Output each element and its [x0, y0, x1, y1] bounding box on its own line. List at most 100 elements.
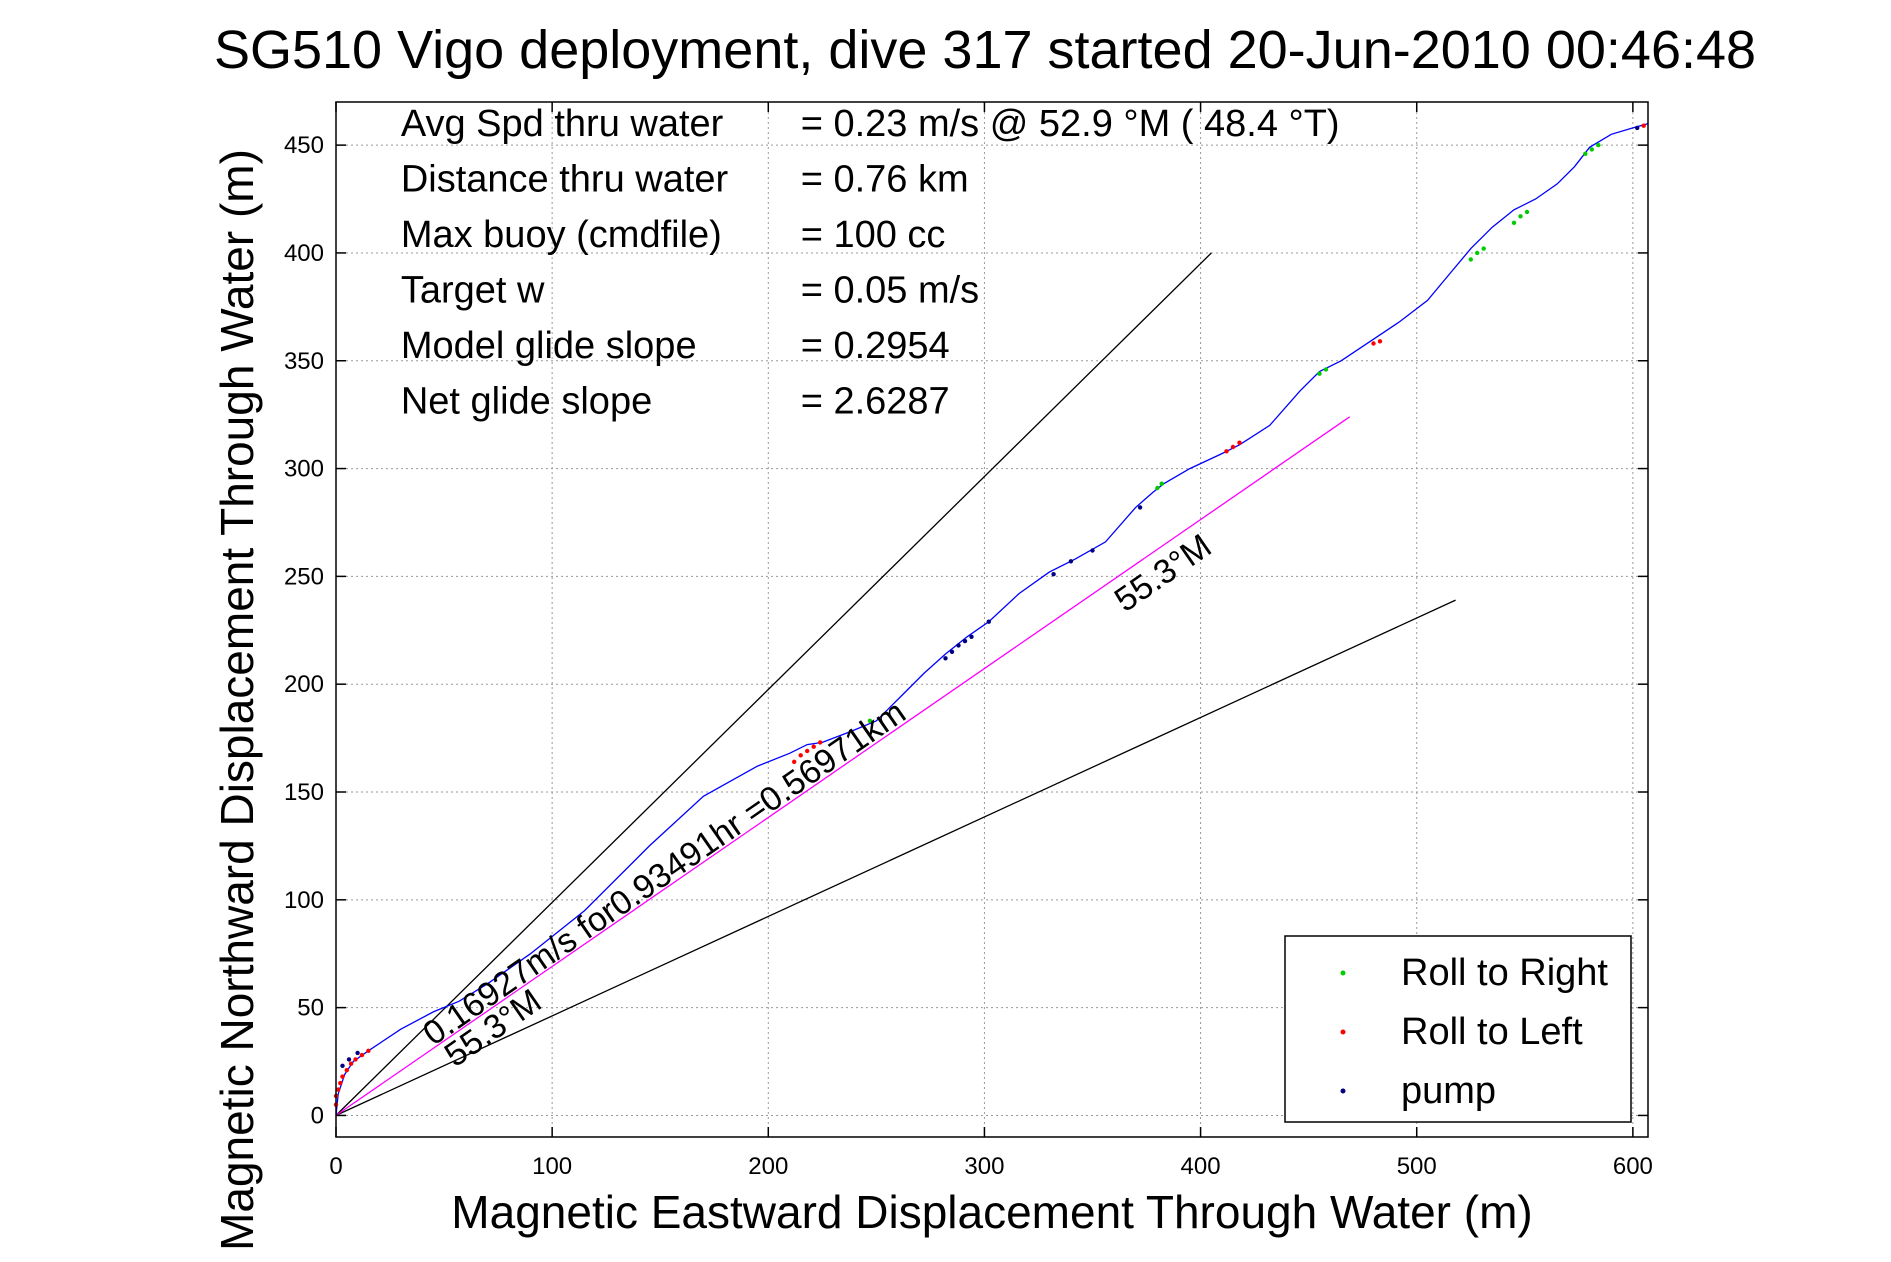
info-value: = 0.2954: [801, 325, 950, 367]
y-tick-label: 200: [284, 671, 324, 698]
info-label: Target w: [401, 270, 545, 312]
roll-left-marker: [1371, 341, 1376, 346]
roll-right-marker: [1159, 481, 1164, 486]
legend-marker: [1340, 1029, 1346, 1035]
y-axis-label: Magnetic Northward Displacement Through …: [211, 149, 263, 1251]
info-label: Net glide slope: [401, 381, 652, 423]
info-value: = 0.05 m/s: [801, 270, 979, 312]
roll-right-marker: [1323, 367, 1329, 372]
annotation-text: 0.16927m/s for0.93491hr =0.56971km: [416, 693, 912, 1053]
series-line-0: [335, 122, 1649, 1116]
legend-label: Roll to Left: [1401, 1011, 1583, 1053]
legend-label: pump: [1401, 1070, 1496, 1112]
info-label: Distance thru water: [401, 159, 729, 201]
pump-marker: [962, 638, 968, 644]
series-line-3: [335, 599, 1456, 1116]
pump-marker: [956, 643, 961, 648]
roll-right-marker: [1524, 209, 1530, 215]
reference-lines: [335, 252, 1456, 1116]
roll-left-marker: [1237, 440, 1242, 445]
series-line-2: [335, 252, 1212, 1116]
roll-left-marker: [1230, 444, 1236, 450]
track-series: [335, 122, 1649, 1116]
pump-marker: [969, 634, 974, 639]
x-tick-label: 0: [329, 1153, 342, 1180]
pump-marker: [1090, 548, 1095, 553]
roll-right-marker: [867, 718, 873, 723]
x-tick-label: 400: [1181, 1153, 1221, 1180]
roll-right-marker: [1518, 214, 1523, 219]
info-value: = 0.76 km: [801, 159, 969, 201]
info-label: Model glide slope: [401, 325, 697, 367]
y-tick-label: 350: [284, 348, 324, 375]
y-tick-label: 50: [297, 995, 324, 1022]
pump-marker: [1051, 572, 1056, 577]
x-tick-label: 300: [964, 1153, 1004, 1180]
info-label: Avg Spd thru water: [401, 103, 724, 145]
roll-left-marker: [818, 740, 823, 745]
y-tick-label: 450: [284, 132, 324, 159]
pump-marker: [340, 1063, 345, 1069]
y-tick-label: 150: [284, 779, 324, 806]
legend-marker: [1340, 1088, 1346, 1094]
roll-right-marker: [1511, 220, 1517, 225]
chart-title: SG510 Vigo deployment, dive 317 started …: [214, 20, 1756, 80]
info-value: = 100 cc: [801, 214, 946, 256]
roll-left-marker: [798, 753, 803, 758]
x-tick-label: 500: [1397, 1153, 1437, 1180]
roll-right-marker: [1155, 485, 1160, 491]
pump-marker: [355, 1050, 360, 1056]
roll-left-marker: [340, 1074, 345, 1079]
roll-left-marker: [336, 1087, 341, 1092]
roll-left-marker: [1224, 449, 1229, 454]
y-tick-label: 400: [284, 240, 324, 267]
roll-right-marker: [1589, 147, 1595, 152]
x-tick-label: 100: [532, 1153, 572, 1180]
event-markers: [333, 123, 1646, 1107]
roll-left-marker: [344, 1068, 349, 1073]
pump-marker: [1137, 505, 1143, 510]
roll-right-marker: [1317, 371, 1322, 376]
roll-left-marker: [366, 1048, 371, 1054]
plot-frame: [335, 101, 1649, 1138]
pump-marker: [986, 619, 991, 624]
roll-right-marker: [1481, 246, 1486, 251]
roll-right-marker: [1583, 151, 1588, 156]
info-value: = 2.6287: [801, 381, 950, 423]
y-tick-label: 300: [284, 456, 324, 483]
roll-left-marker: [359, 1052, 365, 1058]
axis-ticks: 0 100 200 300 400 500 600 0 50 100 150 200 250 300 350…: [284, 102, 1653, 1180]
roll-left-marker: [805, 748, 810, 754]
pump-marker: [346, 1057, 352, 1062]
info-label: Max buoy (cmdfile): [401, 214, 722, 256]
roll-right-marker: [1468, 257, 1474, 262]
info-value: = 0.23 m/s @ 52.9 °M ( 48.4 °T): [801, 103, 1340, 145]
y-tick-label: 100: [284, 887, 324, 914]
x-tick-label: 600: [1613, 1153, 1653, 1180]
pump-marker: [949, 649, 955, 654]
roll-right-marker: [1596, 142, 1601, 148]
roll-left-marker: [348, 1061, 354, 1066]
annotation-text: 55.3°M: [1108, 527, 1219, 620]
legend-label: Roll to Right: [1401, 952, 1608, 994]
x-tick-label: 200: [748, 1153, 788, 1180]
legend-marker: [1340, 970, 1346, 976]
y-tick-label: 250: [284, 563, 324, 590]
pump-marker: [1068, 559, 1074, 564]
roll-right-marker: [1475, 250, 1480, 256]
series-line-1: [335, 416, 1351, 1116]
roll-left-marker: [1377, 339, 1383, 344]
roll-left-marker: [338, 1080, 343, 1086]
roll-left-marker: [353, 1057, 358, 1062]
pump-marker: [1635, 125, 1640, 131]
x-axis-label: Magnetic Eastward Displacement Through W…: [451, 1186, 1532, 1238]
roll-left-marker: [1641, 123, 1646, 128]
roll-left-marker: [811, 744, 816, 749]
annotations: 0.16927m/s for0.93491hr =0.56971km 55.3°M…: [416, 527, 1218, 1075]
pump-marker: [943, 656, 948, 661]
y-tick-label: 0: [311, 1102, 324, 1129]
legend: Roll to Right Roll to Left pump: [1284, 935, 1632, 1123]
roll-left-marker: [792, 759, 797, 764]
info-box: Avg Spd thru water = 0.23 m/s @ 52.9 °M (…: [401, 103, 1340, 423]
